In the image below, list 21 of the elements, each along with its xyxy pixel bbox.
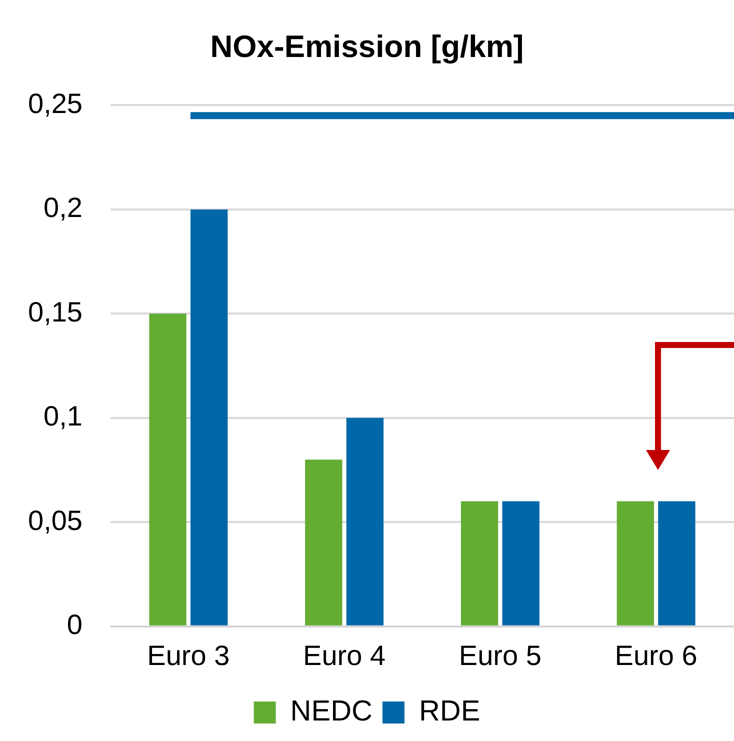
bar (460, 501, 498, 626)
bar (502, 501, 540, 626)
legend-label: RDE (418, 696, 480, 728)
legend-label: NEDC (290, 696, 372, 728)
x-tick-label: Euro 3 (147, 640, 230, 671)
x-tick-label: Euro 5 (458, 640, 542, 671)
bar (658, 501, 696, 626)
y-tick-label: 0,25 (28, 88, 82, 119)
bar (190, 209, 228, 626)
bar (305, 460, 342, 626)
bar (346, 418, 384, 626)
x-tick-label: Euro 6 (614, 640, 698, 671)
y-tick-label: 0,15 (28, 296, 82, 328)
y-tick-label: 0,05 (28, 504, 82, 536)
y-tick-label: 0,1 (44, 400, 82, 432)
y-tick-label: 0 (66, 609, 82, 640)
bar (149, 314, 186, 626)
x-tick-label: Euro 4 (303, 640, 386, 671)
y-tick-label: 0,2 (44, 192, 82, 224)
bar (616, 501, 654, 626)
chart-title: NOx-Emission [g/km] (210, 29, 524, 64)
